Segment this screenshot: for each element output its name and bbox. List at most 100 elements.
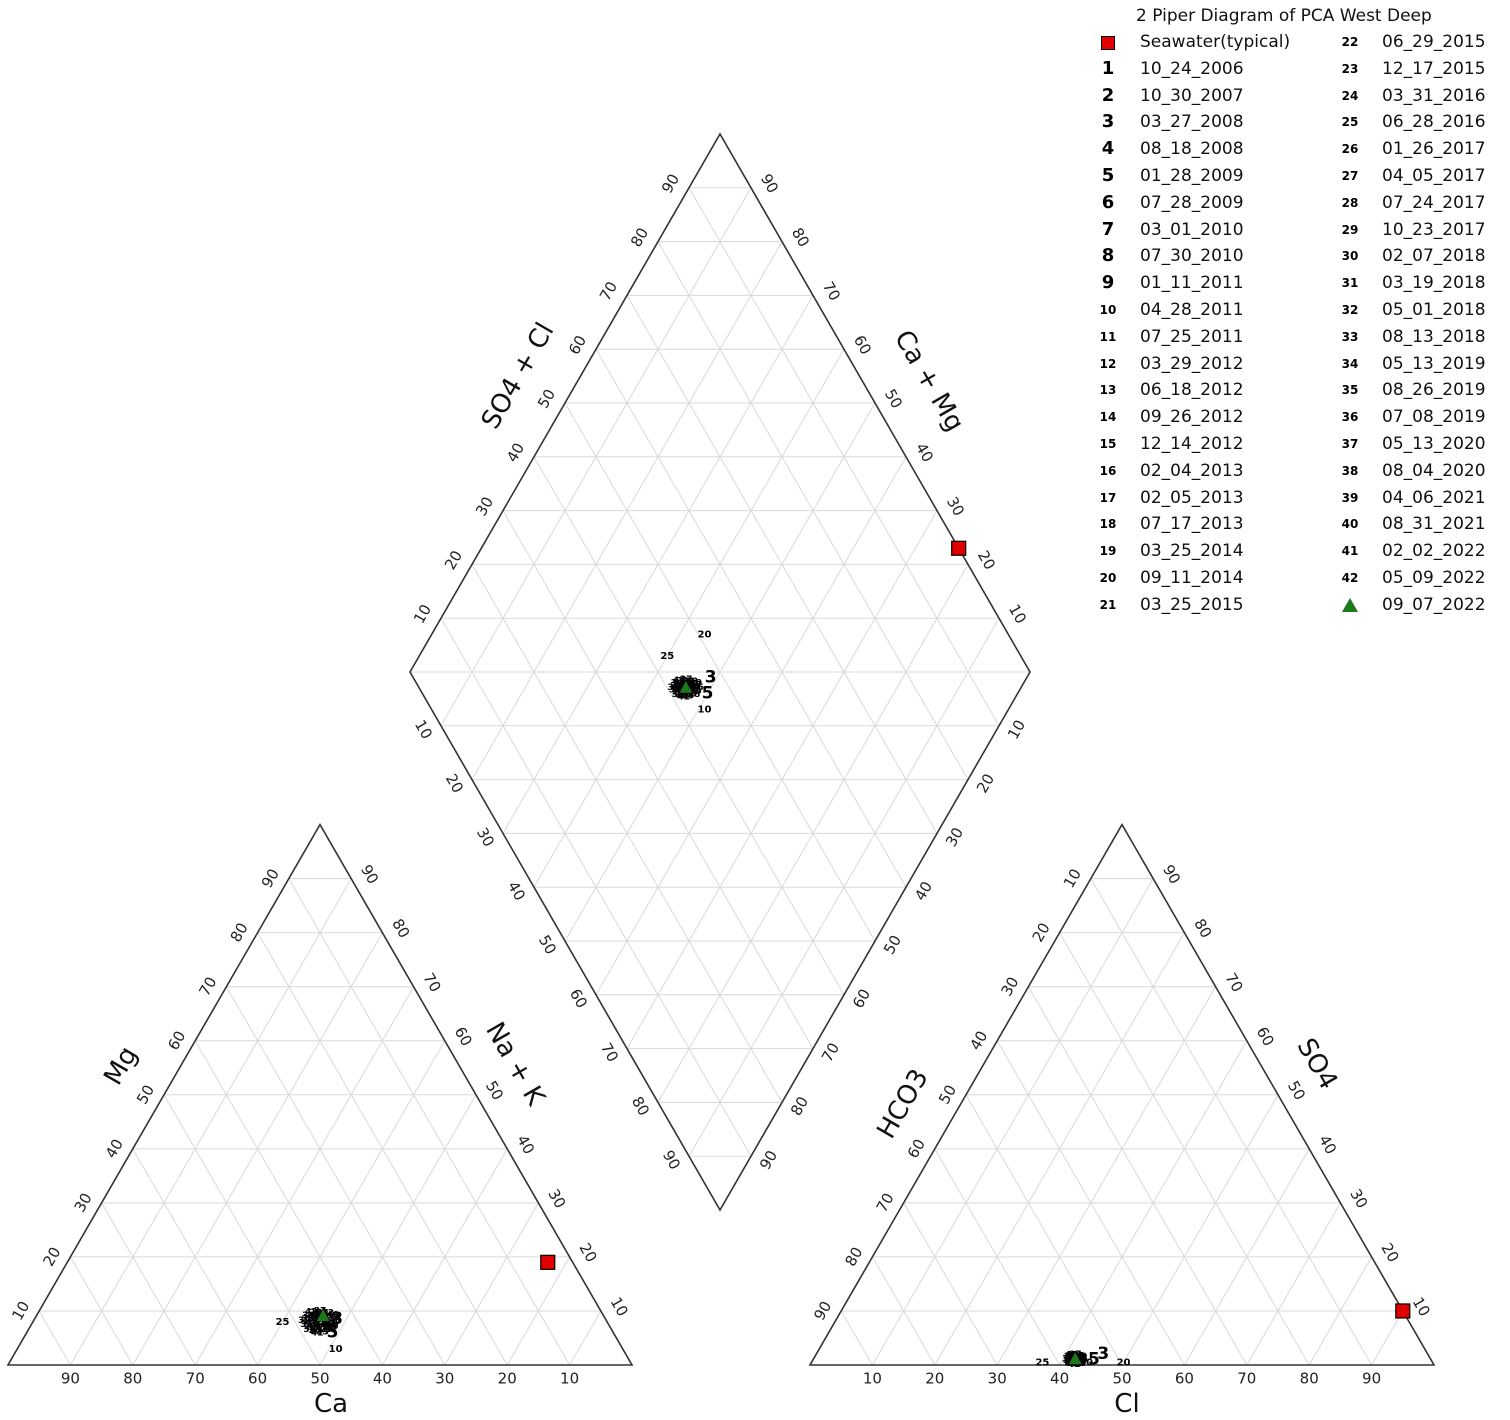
legend-entry-label: 01_28_2009	[1140, 166, 1244, 186]
tick-label-hco3: 90	[810, 1298, 835, 1324]
sample-label-cation: 42	[305, 1307, 318, 1317]
legend-entry-label: 10_24_2006	[1140, 58, 1244, 79]
legend-marker-number: 9	[1101, 272, 1115, 294]
legend-marker-number: 2	[1101, 84, 1115, 106]
sample-label-anion: 26	[1063, 1354, 1076, 1364]
sample-label-diamond: 10	[698, 705, 712, 716]
sample-label-diamond: 14	[687, 683, 700, 693]
legend-marker-number: 11	[1099, 329, 1117, 344]
legend-entry-label: 03_29_2012	[1140, 353, 1244, 374]
tick-label-hco3: 50	[935, 1082, 960, 1108]
legend-marker-number: 42	[1341, 571, 1359, 585]
grid-line	[840, 1310, 873, 1366]
legend-marker-number: 8	[1101, 245, 1115, 267]
sample-label-anion: 20	[1117, 1357, 1131, 1368]
sample-label-diamond: 3	[705, 667, 717, 687]
tick-label-so4: 60	[1253, 1024, 1278, 1050]
tick-label-diamond-lower-left: 20	[442, 771, 467, 797]
sample-label-diamond: 20	[679, 690, 692, 700]
tick-label-cl: 20	[925, 1370, 944, 1388]
legend-entry-label: 07_25_2011	[1140, 326, 1244, 347]
legend-marker-number: 23	[1341, 61, 1359, 76]
sample-label-cation: 13	[306, 1314, 319, 1324]
legend-entry: 25 06_28_2016	[1332, 109, 1510, 135]
tick-label-diamond-lower-right: 40	[911, 878, 936, 904]
tick-label-diamond-lower-left: 80	[628, 1093, 653, 1119]
sample-label-cation: 33	[316, 1327, 329, 1337]
legend-entry: 24 03_31_2016	[1332, 83, 1510, 109]
legend-entry-label: 09_07_2022	[1382, 594, 1486, 615]
tick-label-na-k: 60	[451, 1024, 476, 1050]
grid-line	[38, 1310, 71, 1366]
grid-line	[194, 1040, 383, 1366]
sample-label-diamond: 35	[691, 683, 704, 693]
sample-label-diamond: 41	[677, 692, 690, 702]
legend-marker-number: 16	[1099, 463, 1117, 478]
sample-label-cation: 8	[314, 1313, 320, 1323]
tick-label-ca-mg: 50	[881, 386, 906, 412]
legend-entry-label: 08_31_2021	[1382, 514, 1486, 535]
sample-label-diamond: 24	[682, 677, 695, 687]
legend-entry-label: 04_28_2011	[1140, 300, 1244, 320]
legend-entry: 30 02_07_2018	[1332, 243, 1510, 269]
tick-label-hco3: 20	[1029, 920, 1054, 946]
sample-label-cation: 20	[322, 1322, 336, 1333]
legend-entry-label: 07_08_2019	[1382, 407, 1486, 428]
latest-sample-marker	[315, 1307, 331, 1322]
sample-label-cation: 5	[327, 1323, 339, 1343]
tick-label-ca: 90	[61, 1370, 80, 1388]
sample-label-diamond: 11	[682, 679, 695, 689]
axis-label-ca: Ca	[314, 1389, 348, 1419]
tick-label-so4-cl: 70	[596, 278, 621, 304]
tick-label-so4-cl: 20	[441, 547, 466, 573]
legend-marker-number: 3	[1101, 111, 1115, 133]
tick-label-diamond-lower-right: 30	[942, 824, 967, 850]
tick-label-ca: 50	[310, 1370, 329, 1388]
tick-label-ca: 80	[123, 1370, 142, 1388]
legend-entry: 23 12_17_2015	[1332, 56, 1510, 82]
grid-line	[101, 1202, 196, 1366]
sample-label-cation: 28	[309, 1326, 322, 1336]
tick-label-na-k: 90	[357, 862, 382, 888]
legend-marker-number: 13	[1099, 383, 1117, 398]
legend-marker-number: 7	[1101, 218, 1115, 240]
sample-label-diamond: 25	[685, 690, 698, 700]
legend-entry-label: 06_18_2012	[1140, 380, 1244, 401]
sample-label-diamond: 21	[674, 679, 687, 689]
sample-label-diamond: 22	[689, 685, 702, 695]
tick-label-ca-mg: 90	[757, 171, 782, 197]
legend-entry-label: 12_17_2015	[1382, 58, 1486, 79]
sample-label-anion: 31	[1063, 1356, 1076, 1366]
tick-label-na-k: 50	[482, 1078, 507, 1104]
legend-entry: 39 04_06_2021	[1332, 485, 1510, 511]
sample-label-diamond: 42	[673, 676, 686, 686]
sample-label-diamond: 6	[687, 682, 693, 692]
legend-entry-label: 06_28_2016	[1382, 112, 1486, 133]
diamond-frame	[409, 132, 1031, 1212]
tick-label-mg: 20	[39, 1244, 64, 1270]
legend-entry: 15 12_14_2012	[1090, 431, 1295, 457]
grid-line	[934, 1148, 1061, 1366]
legend-entry: 17 02_05_2013	[1090, 485, 1295, 511]
sample-label-cation: 41	[311, 1329, 324, 1339]
diagram-frames	[6, 132, 1436, 1366]
sample-label-cation: 10	[306, 1319, 319, 1329]
grid-line	[1246, 1202, 1341, 1366]
legend-marker-number: 36	[1341, 410, 1359, 425]
sample-label-diamond: 40	[690, 678, 703, 688]
legend-entry-label: 07_30_2010	[1140, 246, 1244, 267]
legend-entry-label: 05_01_2018	[1382, 300, 1486, 320]
axis-label-so4-cl: SO4 + Cl	[476, 318, 561, 435]
legend-marker-number: 17	[1099, 490, 1117, 505]
legend-entry-label: 08_13_2018	[1382, 326, 1486, 347]
legend-entry: 5 01_28_2009	[1090, 163, 1295, 189]
grid-line	[569, 1310, 602, 1366]
legend-entry-label: 02_07_2018	[1382, 246, 1486, 267]
legend-marker-number: 30	[1341, 249, 1359, 264]
grid-line	[996, 986, 1217, 1366]
sample-label-anion: 27	[1074, 1353, 1087, 1363]
legend-entry: 41 02_02_2022	[1332, 538, 1510, 564]
tick-label-diamond-lower-right: 80	[787, 1093, 812, 1119]
tick-label-na-k: 40	[513, 1132, 538, 1158]
legend-entry: 16 02_04_2013	[1090, 458, 1295, 484]
